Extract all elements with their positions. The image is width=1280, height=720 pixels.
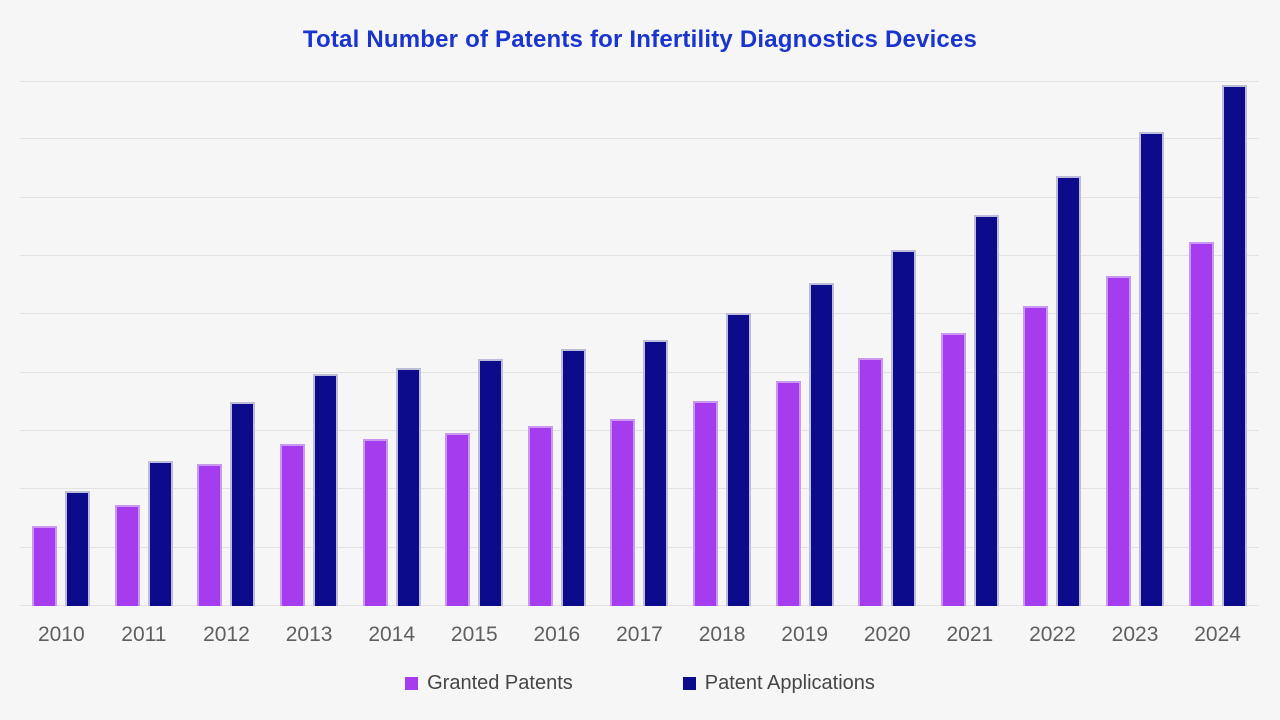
bar-patent-applications-2017[interactable] — [643, 340, 669, 606]
bar-granted-patents-2012[interactable] — [197, 463, 223, 606]
x-tick-label-2019: 2019 — [781, 623, 828, 646]
x-axis: 2010 2011 2012 2013 2014 2015 2016 2017 2018 2019… — [20, 620, 1259, 650]
y-gridline — [20, 81, 1259, 82]
bar-group-2016 — [516, 81, 599, 606]
x-tick-label-2016: 2016 — [533, 623, 581, 646]
bar-group-2011 — [103, 81, 186, 606]
y-gridline — [20, 488, 1259, 490]
bar-granted-patents-2011[interactable] — [114, 504, 140, 606]
bar-patent-applications-2020[interactable] — [891, 250, 917, 606]
x-tick-label-2023: 2023 — [1111, 623, 1159, 646]
bar-group-2024 — [1176, 81, 1259, 606]
bar-group-2023 — [1094, 81, 1177, 606]
bar-group-2017 — [598, 81, 681, 606]
y-gridline — [20, 196, 1259, 198]
bar-granted-patents-2010[interactable] — [32, 525, 58, 606]
bar-patent-applications-2019[interactable] — [808, 282, 834, 606]
x-tick-label-2013: 2013 — [285, 623, 333, 646]
bar-group-2010 — [20, 81, 103, 606]
bar-granted-patents-2015[interactable] — [445, 433, 471, 606]
x-tick-label-2012: 2012 — [203, 623, 250, 646]
x-tick-label-2010: 2010 — [37, 623, 85, 646]
x-tick-label-2021: 2021 — [946, 623, 994, 646]
x-axis-baseline — [20, 605, 1259, 606]
bar-granted-patents-2023[interactable] — [1106, 275, 1132, 606]
bar-group-2020 — [846, 81, 929, 606]
x-tick-label-2017: 2017 — [616, 623, 663, 646]
bar-group-2021 — [929, 81, 1012, 606]
bar-granted-patents-2018[interactable] — [693, 400, 719, 606]
x-tick-label-2014: 2014 — [368, 623, 416, 646]
bar-patent-applications-2012[interactable] — [230, 401, 256, 606]
bar-patent-applications-2010[interactable] — [65, 490, 91, 606]
legend-label: Patent Applications — [704, 672, 875, 694]
y-gridline — [20, 371, 1259, 373]
x-tick-label-2020: 2020 — [863, 623, 911, 646]
bar-group-2019 — [763, 81, 846, 606]
y-gridline — [20, 313, 1259, 315]
bar-group-2014 — [350, 81, 433, 606]
bars-row — [20, 81, 1259, 606]
bar-granted-patents-2014[interactable] — [362, 439, 388, 606]
x-tick-label-2011: 2011 — [121, 623, 167, 646]
bar-granted-patents-2017[interactable] — [610, 419, 636, 606]
y-gridline — [20, 429, 1259, 431]
legend-item-granted-patents[interactable]: Granted Patents — [405, 670, 573, 696]
bar-group-2022 — [1011, 81, 1094, 606]
plot-area — [20, 81, 1259, 606]
bar-granted-patents-2024[interactable] — [1188, 242, 1214, 606]
bar-patent-applications-2023[interactable] — [1139, 132, 1165, 606]
chart-title: Total Number of Patents for Infertility … — [302, 26, 978, 53]
bar-group-2013 — [268, 81, 351, 606]
bar-patent-applications-2015[interactable] — [478, 358, 504, 606]
y-gridline — [20, 254, 1259, 256]
y-gridline — [20, 546, 1259, 548]
bar-granted-patents-2022[interactable] — [1023, 306, 1049, 606]
x-tick-label-2015: 2015 — [450, 623, 498, 646]
legend: Granted Patents Patent Applications — [0, 670, 1280, 696]
bar-group-2012 — [185, 81, 268, 606]
bar-granted-patents-2019[interactable] — [775, 380, 801, 606]
legend-item-patent-applications[interactable]: Patent Applications — [682, 670, 875, 696]
bar-group-2018 — [681, 81, 764, 606]
bar-patent-applications-2014[interactable] — [395, 368, 421, 606]
bar-patent-applications-2011[interactable] — [147, 461, 173, 606]
bar-patent-applications-2018[interactable] — [726, 313, 752, 606]
bar-granted-patents-2013[interactable] — [280, 443, 306, 606]
legend-swatch-icon — [682, 676, 696, 690]
bar-granted-patents-2016[interactable] — [527, 426, 553, 606]
bar-patent-applications-2024[interactable] — [1221, 84, 1247, 606]
bar-granted-patents-2021[interactable] — [940, 333, 966, 606]
legend-swatch-icon — [405, 676, 419, 690]
x-tick-label-2022: 2022 — [1029, 623, 1076, 646]
y-gridline — [20, 138, 1259, 140]
x-tick-label-2018: 2018 — [698, 623, 746, 646]
legend-label: Granted Patents — [427, 672, 573, 694]
bar-granted-patents-2020[interactable] — [858, 357, 884, 606]
bar-group-2015 — [433, 81, 516, 606]
x-tick-label-2024: 2024 — [1194, 623, 1241, 646]
bar-patent-applications-2021[interactable] — [973, 215, 999, 606]
bar-patent-applications-2013[interactable] — [313, 373, 339, 606]
bar-patent-applications-2016[interactable] — [560, 349, 586, 606]
bar-patent-applications-2022[interactable] — [1056, 175, 1082, 606]
